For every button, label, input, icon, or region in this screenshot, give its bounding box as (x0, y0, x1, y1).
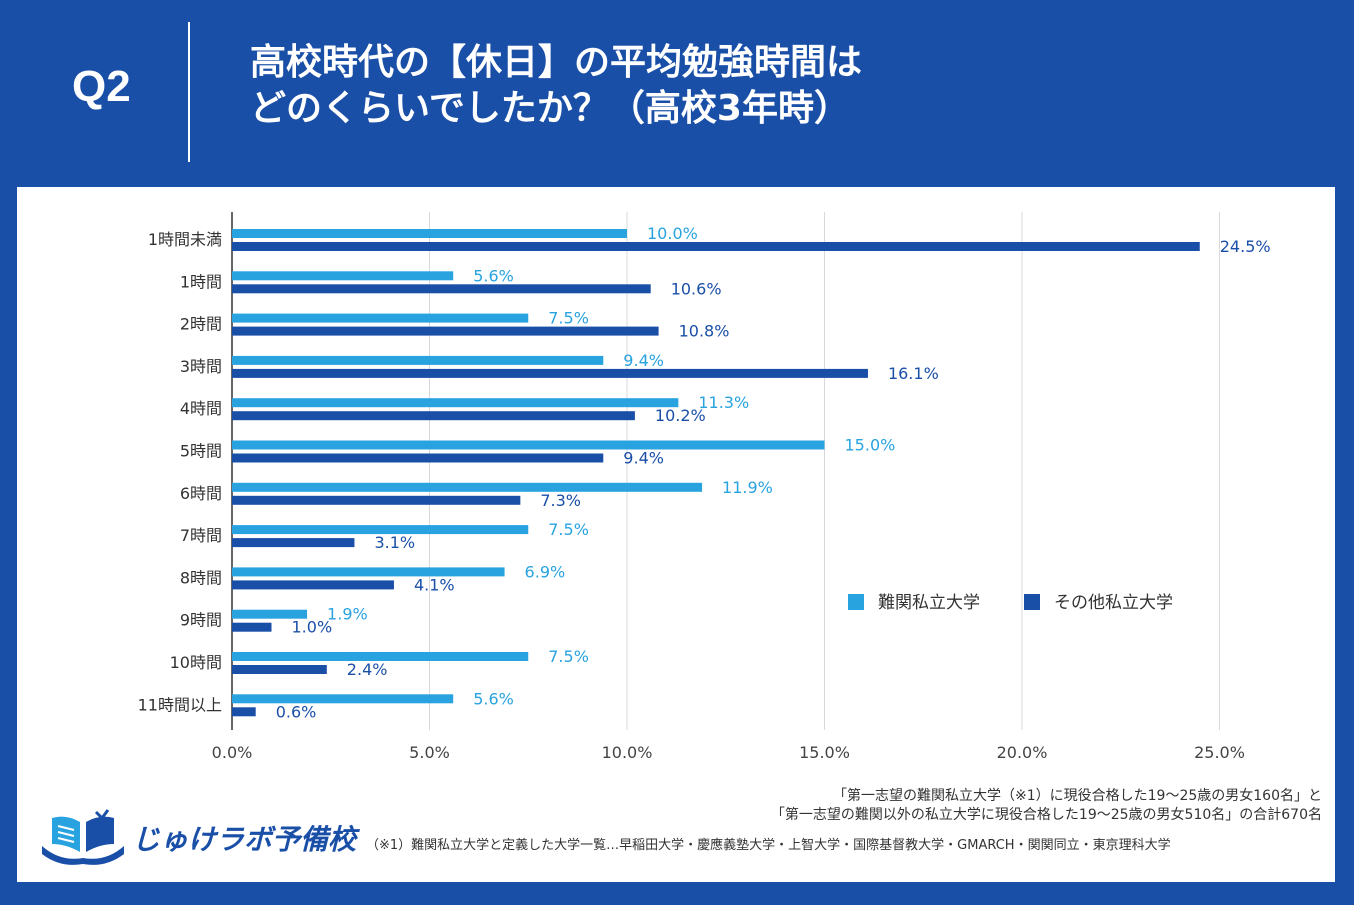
y-category-label: 3時間 (180, 357, 222, 376)
bar-nankan (232, 525, 529, 535)
bar-nankan (232, 482, 703, 492)
x-tick-label: 15.0% (799, 743, 850, 762)
data-label: 16.1% (888, 364, 939, 383)
data-label: 10.2% (655, 406, 706, 425)
bar-sonota (232, 411, 635, 421)
data-label: 15.0% (845, 436, 896, 455)
data-label: 11.9% (722, 478, 773, 497)
bar-nankan (232, 355, 604, 365)
data-label: 9.4% (623, 351, 664, 370)
y-category-label: 1時間 (180, 272, 222, 291)
bar-nankan (232, 440, 825, 450)
x-tick-label: 20.0% (997, 743, 1048, 762)
y-category-label: 5時間 (180, 442, 222, 461)
y-category-label: 9時間 (180, 611, 222, 630)
bar-sonota (232, 326, 659, 336)
data-label: 6.9% (525, 562, 566, 581)
header: Q2 高校時代の【休日】の平均勉強時間は どのくらいでしたか？（高校3年時） (0, 0, 1354, 190)
x-tick-label: 25.0% (1194, 743, 1245, 762)
bar-nankan (232, 313, 529, 323)
y-category-label: 6時間 (180, 484, 222, 503)
bar-nankan (232, 652, 529, 661)
data-label: 7.5% (548, 520, 589, 539)
y-category-label: 7時間 (180, 526, 222, 545)
x-tick-label: 0.0% (212, 743, 253, 762)
data-label: 24.5% (1220, 237, 1271, 256)
data-label: 10.8% (679, 322, 730, 341)
x-tick-label: 5.0% (409, 743, 450, 762)
note-line-1: 「第一志望の難関私立大学（※1）に現役合格した19～25歳の男女160名」と (833, 788, 1322, 804)
bar-nankan (232, 229, 627, 238)
data-label: 5.6% (473, 689, 514, 708)
title-line-1: 高校時代の【休日】の平均勉強時間は (250, 42, 863, 83)
data-label: 1.9% (327, 605, 368, 624)
bar-sonota (232, 242, 1200, 251)
data-label: 7.5% (548, 309, 589, 328)
legend-label: その他私立大学 (1054, 593, 1173, 613)
bar-sonota (232, 707, 256, 717)
bar-nankan (232, 694, 454, 704)
bar-sonota (232, 538, 355, 548)
data-label: 10.0% (647, 224, 698, 243)
y-category-label: 10時間 (170, 653, 222, 672)
bar-nankan (232, 271, 454, 281)
header-divider (188, 22, 190, 162)
legend-swatch (1024, 594, 1040, 610)
page-title: 高校時代の【休日】の平均勉強時間は どのくらいでしたか？（高校3年時） (250, 40, 1250, 132)
bar-sonota (232, 622, 272, 632)
y-category-label: 8時間 (180, 568, 222, 587)
survey-notes: 「第一志望の難関私立大学（※1）に現役合格した19～25歳の男女160名」と 「… (322, 787, 1322, 825)
y-category-label: 11時間以上 (138, 695, 222, 714)
question-label: Q2 (72, 62, 131, 111)
data-label: 9.4% (623, 449, 664, 468)
data-label: 11.3% (698, 393, 749, 412)
data-label: 2.4% (347, 660, 388, 679)
bar-sonota (232, 284, 651, 294)
y-category-label: 1時間未満 (148, 230, 222, 249)
bar-nankan (232, 567, 505, 577)
bar-sonota (232, 580, 394, 590)
y-category-label: 4時間 (180, 399, 222, 418)
note-line-2: 「第一志望の難関以外の私立大学に現役合格した19～25歳の男女510名」の合計6… (770, 807, 1322, 823)
open-book-icon (42, 809, 124, 865)
bar-sonota (232, 495, 521, 505)
logo: じゅけラボ予備校 (38, 808, 358, 868)
y-category-label: 2時間 (180, 315, 222, 334)
legend-swatch (848, 594, 864, 610)
bar-nankan (232, 398, 679, 408)
x-tick-label: 10.0% (602, 743, 653, 762)
bar-sonota (232, 665, 327, 674)
data-label: 1.0% (292, 618, 333, 637)
bar-sonota (232, 453, 604, 463)
data-label: 10.6% (671, 279, 722, 298)
data-label: 7.3% (540, 491, 581, 510)
data-label: 3.1% (374, 533, 415, 552)
data-label: 7.5% (548, 647, 589, 666)
data-label: 4.1% (414, 575, 455, 594)
footnote: （※1）難関私立大学と定義した大学一覧…早稲田大学・慶應義塾大学・上智大学・国際… (366, 838, 1171, 853)
bar-nankan (232, 609, 308, 619)
data-label: 0.6% (276, 702, 317, 721)
data-label: 5.6% (473, 266, 514, 285)
title-line-2: どのくらいでしたか？（高校3年時） (250, 88, 850, 129)
chart-panel (17, 187, 1335, 882)
logo-text: じゅけラボ予備校 (132, 823, 357, 856)
legend-label: 難関私立大学 (878, 593, 980, 613)
bar-sonota (232, 368, 868, 378)
